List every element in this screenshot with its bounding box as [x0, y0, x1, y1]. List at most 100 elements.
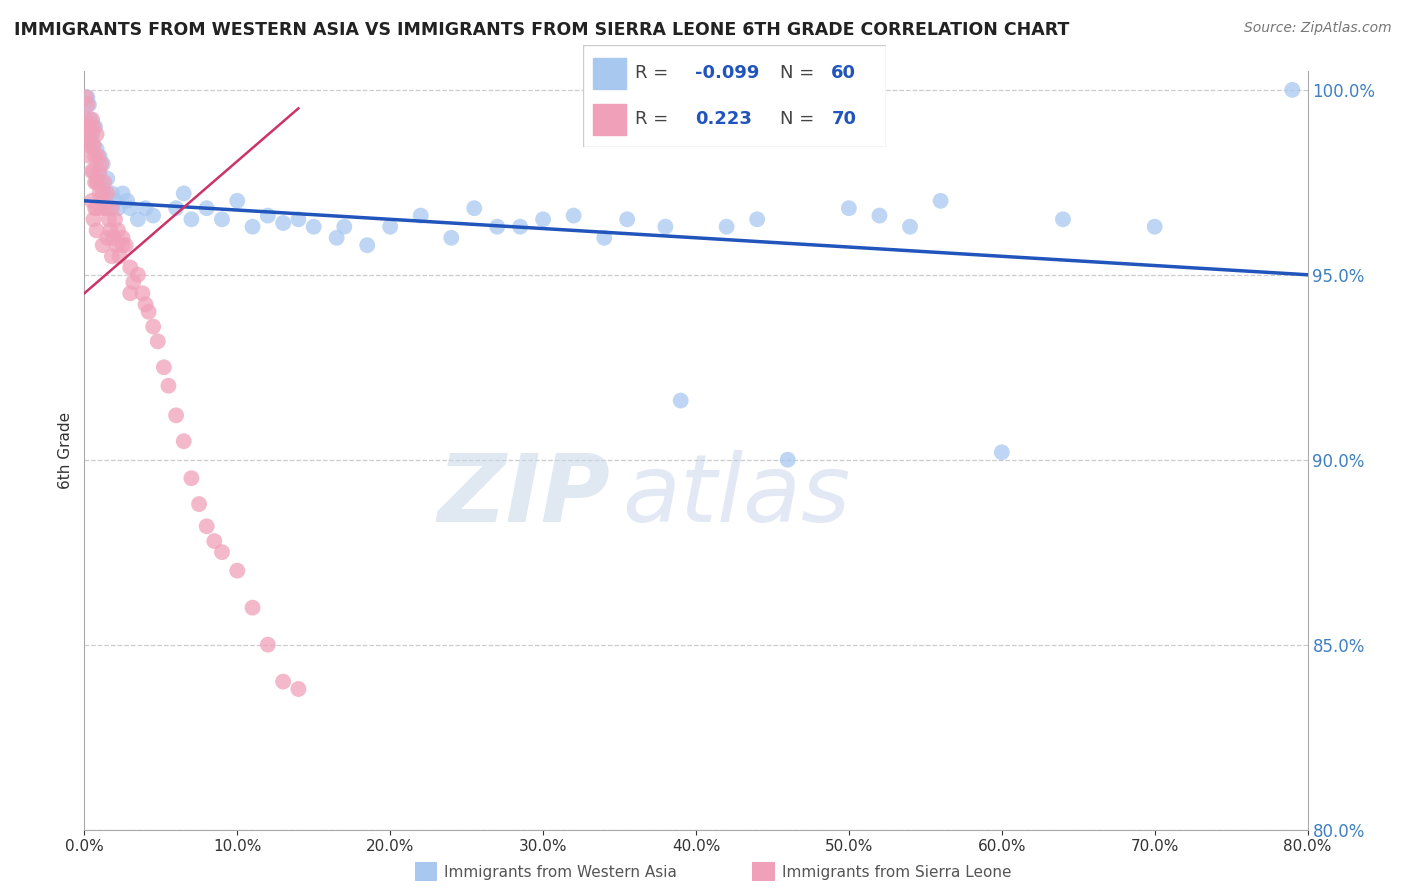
- Text: IMMIGRANTS FROM WESTERN ASIA VS IMMIGRANTS FROM SIERRA LEONE 6TH GRADE CORRELATI: IMMIGRANTS FROM WESTERN ASIA VS IMMIGRAN…: [14, 21, 1070, 38]
- Point: [1143, 219, 1166, 234]
- Point: [90, 201, 112, 215]
- Point: [91, 186, 114, 201]
- Point: [257, 638, 280, 652]
- Point: [242, 219, 264, 234]
- Point: [173, 186, 195, 201]
- Point: [83, 164, 105, 178]
- Point: [226, 564, 249, 578]
- Point: [616, 212, 638, 227]
- Point: [146, 334, 169, 349]
- Point: [101, 249, 124, 263]
- Point: [114, 238, 136, 252]
- Point: [776, 452, 799, 467]
- Point: [108, 249, 131, 263]
- Point: [80, 112, 103, 127]
- Bar: [592, 58, 626, 88]
- Text: Immigrants from Sierra Leone: Immigrants from Sierra Leone: [782, 865, 1011, 880]
- Point: [80, 164, 103, 178]
- Point: [869, 209, 891, 223]
- Point: [165, 201, 187, 215]
- Point: [142, 319, 165, 334]
- Point: [211, 212, 233, 227]
- Point: [75, 112, 97, 127]
- Point: [111, 186, 134, 201]
- Point: [440, 231, 463, 245]
- Point: [98, 223, 121, 237]
- Point: [180, 212, 202, 227]
- Point: [80, 138, 103, 153]
- Point: [157, 378, 180, 392]
- Point: [135, 297, 157, 311]
- Point: [101, 186, 124, 201]
- Text: Immigrants from Western Asia: Immigrants from Western Asia: [444, 865, 678, 880]
- Point: [86, 175, 108, 189]
- Text: atlas: atlas: [623, 450, 851, 541]
- Point: [211, 545, 233, 559]
- Point: [80, 127, 103, 141]
- Point: [463, 201, 485, 215]
- Point: [188, 497, 211, 511]
- Point: [486, 219, 509, 234]
- Point: [271, 674, 294, 689]
- Point: [226, 194, 249, 208]
- Point: [120, 260, 142, 275]
- Point: [131, 286, 153, 301]
- Point: [90, 157, 112, 171]
- Point: [120, 201, 142, 215]
- Point: [87, 164, 110, 178]
- Text: N =: N =: [780, 64, 814, 82]
- Point: [531, 212, 554, 227]
- Point: [83, 120, 105, 134]
- Point: [138, 305, 160, 319]
- Point: [77, 120, 100, 134]
- Point: [195, 201, 218, 215]
- Point: [80, 194, 103, 208]
- Bar: [592, 104, 626, 135]
- Point: [120, 286, 142, 301]
- Text: R =: R =: [636, 111, 668, 128]
- Point: [142, 209, 165, 223]
- Point: [84, 175, 107, 189]
- Point: [287, 681, 309, 696]
- Point: [202, 534, 225, 549]
- Point: [79, 112, 101, 127]
- Point: [84, 201, 107, 215]
- Point: [180, 471, 202, 485]
- Point: [111, 231, 134, 245]
- Point: [669, 393, 692, 408]
- Point: [96, 231, 118, 245]
- Point: [91, 238, 114, 252]
- Point: [83, 138, 105, 153]
- Point: [929, 194, 952, 208]
- Point: [75, 90, 97, 104]
- Point: [83, 138, 105, 153]
- Point: [271, 216, 294, 230]
- Text: ZIP: ZIP: [437, 450, 610, 542]
- Point: [654, 219, 676, 234]
- Point: [79, 149, 101, 163]
- Point: [77, 138, 100, 153]
- Point: [173, 434, 195, 449]
- Point: [97, 201, 120, 215]
- Point: [77, 97, 100, 112]
- Point: [93, 186, 115, 201]
- Point: [356, 238, 378, 252]
- Point: [127, 212, 149, 227]
- Point: [1052, 212, 1074, 227]
- Point: [76, 97, 98, 112]
- Point: [84, 120, 107, 134]
- Point: [333, 219, 356, 234]
- Point: [94, 201, 117, 215]
- Point: [716, 219, 738, 234]
- Point: [153, 360, 176, 375]
- Point: [135, 201, 157, 215]
- Point: [97, 212, 120, 227]
- Point: [90, 175, 112, 189]
- Point: [409, 209, 432, 223]
- Point: [380, 219, 402, 234]
- Point: [101, 201, 124, 215]
- Point: [89, 164, 111, 178]
- Point: [76, 90, 98, 104]
- Text: Source: ZipAtlas.com: Source: ZipAtlas.com: [1244, 21, 1392, 35]
- Text: 70: 70: [831, 111, 856, 128]
